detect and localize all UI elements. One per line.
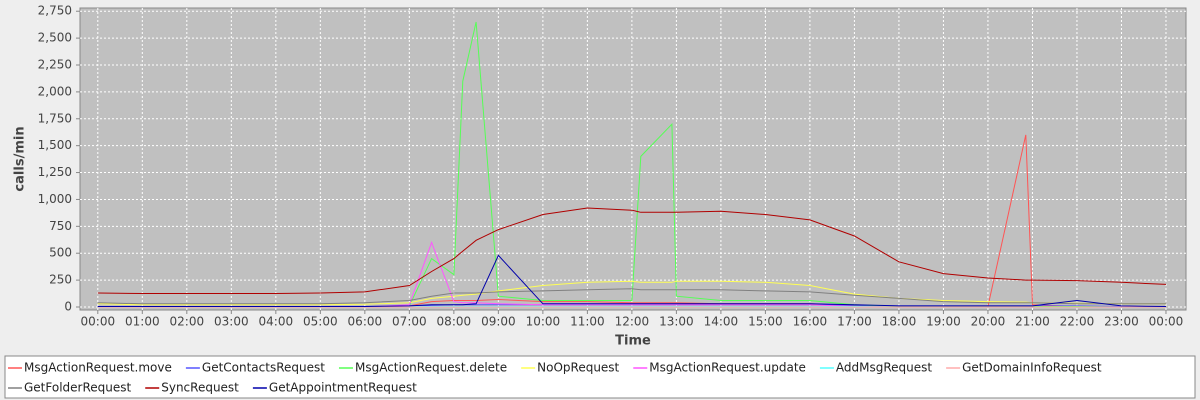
x-tick-label: 14:00 (704, 315, 739, 329)
legend-label: MsgActionRequest.move (24, 361, 172, 375)
y-tick-label: 2,500 (38, 31, 72, 45)
y-tick-label: 1,750 (38, 111, 72, 125)
x-tick-label: 12:00 (615, 315, 650, 329)
y-tick-label: 0 (64, 299, 72, 313)
x-tick-label: 21:00 (1015, 315, 1050, 329)
x-tick-label: 20:00 (971, 315, 1006, 329)
x-tick-label: 07:00 (392, 315, 427, 329)
x-tick-label: 10:00 (526, 315, 561, 329)
x-tick-label: 09:00 (481, 315, 516, 329)
series-line (97, 207, 1167, 294)
series-line (97, 280, 1166, 306)
legend-label: MsgActionRequest.delete (355, 361, 507, 375)
legend-label: GetAppointmentRequest (269, 381, 417, 395)
y-tick-label: 750 (49, 219, 72, 233)
x-tick-label: 13:00 (659, 315, 694, 329)
y-tick-label: 2,000 (38, 84, 72, 98)
y-tick-label: 1,000 (38, 192, 72, 206)
y-tick-label: 2,750 (38, 4, 72, 18)
x-tick-label: 23:00 (1104, 315, 1139, 329)
x-tick-label: 19:00 (926, 315, 961, 329)
series-line (97, 288, 1166, 305)
y-axis-label: calls/min (13, 126, 28, 191)
legend-label: GetDomainInfoRequest (962, 361, 1102, 375)
legend-label: SyncRequest (161, 381, 239, 395)
plot-area (79, 7, 1187, 311)
x-tick-label: 11:00 (570, 315, 605, 329)
y-tick-label: 250 (49, 273, 72, 287)
y-tick-label: 500 (49, 246, 72, 260)
x-tick-label: 18:00 (882, 315, 917, 329)
x-axis-label: Time (615, 334, 651, 349)
legend-label: GetContactsRequest (202, 361, 325, 375)
legend-label: MsgActionRequest.update (649, 361, 806, 375)
x-tick-label: 17:00 (837, 315, 872, 329)
legend-label: NoOpRequest (537, 361, 619, 375)
y-tick-label: 2,250 (38, 58, 72, 72)
legend-label: AddMsgRequest (836, 361, 932, 375)
x-tick-label: 02:00 (170, 315, 205, 329)
x-tick-label: 06:00 (348, 315, 383, 329)
x-tick-label: 04:00 (259, 315, 294, 329)
series-line (97, 254, 1167, 307)
x-tick-label: 03:00 (214, 315, 249, 329)
x-tick-label: 15:00 (748, 315, 783, 329)
x-tick-label: 05:00 (303, 315, 338, 329)
x-tick-label: 00:00 (81, 315, 116, 329)
legend (4, 355, 1196, 399)
x-tick-label: 08:00 (437, 315, 472, 329)
y-tick-label: 1,250 (38, 165, 72, 179)
y-tick-label: 1,500 (38, 138, 72, 152)
x-tick-label: 16:00 (793, 315, 828, 329)
x-tick-label: 22:00 (1060, 315, 1095, 329)
x-tick-label: 00:00 (1149, 315, 1184, 329)
legend-label: GetFolderRequest (24, 381, 132, 395)
x-tick-label: 01:00 (125, 315, 160, 329)
